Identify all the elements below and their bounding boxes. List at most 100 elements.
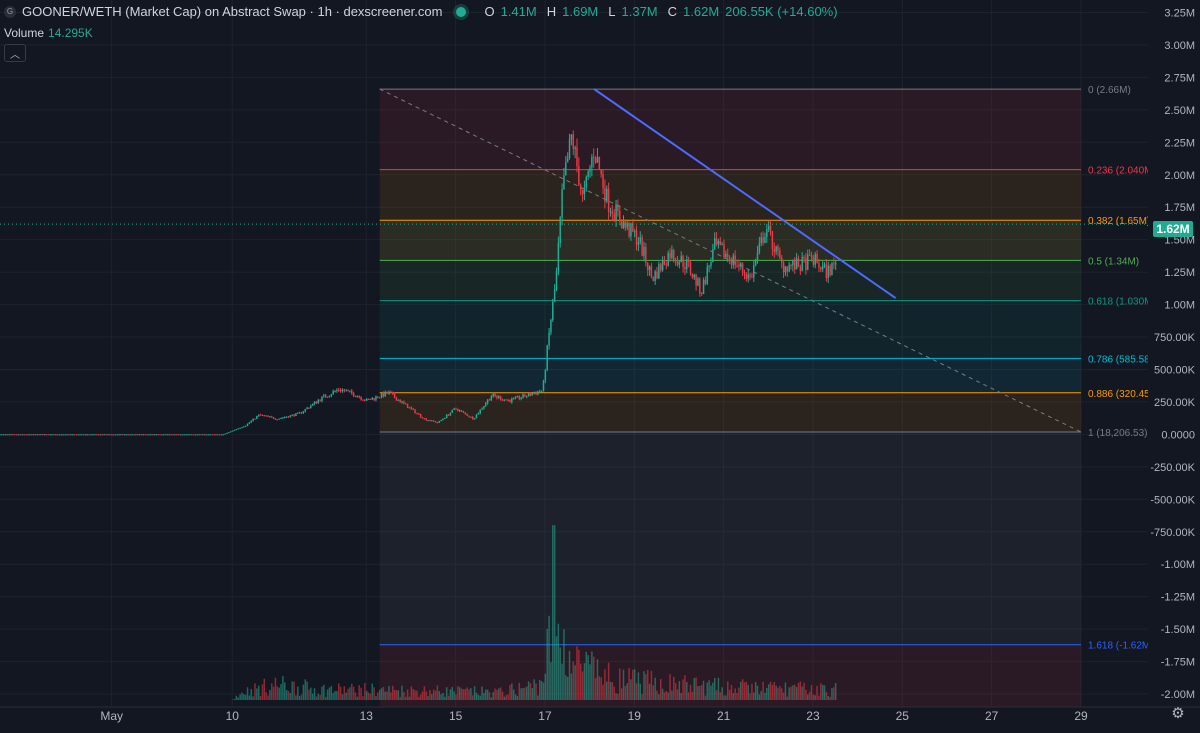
volume-bar (386, 691, 388, 700)
candle-body (382, 393, 385, 397)
volume-bar (678, 681, 681, 700)
volume-bar (771, 684, 774, 700)
volume-bar (462, 689, 465, 700)
candle-body (589, 167, 591, 172)
candle-body (0, 434, 1, 436)
candle-body (509, 400, 511, 403)
volume-bar (496, 689, 498, 700)
candle-body (321, 396, 323, 401)
volume-bar (524, 687, 526, 700)
candle-body (494, 393, 496, 397)
volume-bar (377, 692, 379, 700)
price-tick-label: 750.00K (1154, 332, 1196, 344)
candle-body (579, 185, 582, 191)
candle-body (775, 246, 777, 252)
price-tick-label: 1.25M (1164, 267, 1195, 279)
volume-bar (751, 683, 753, 700)
ohlc-close-key: C (667, 4, 678, 19)
volume-bar (529, 683, 532, 700)
volume-bar (579, 663, 582, 700)
candle-body (135, 434, 137, 436)
volume-bar (354, 692, 357, 700)
candle-body (615, 204, 617, 220)
candle-body (399, 399, 401, 403)
volume-bar (630, 679, 632, 700)
candle-body (29, 434, 31, 436)
candle-body (499, 396, 502, 400)
volume-bar (507, 694, 509, 700)
candle-body (486, 399, 489, 404)
volume-bar (760, 691, 762, 700)
volume-bar (347, 688, 349, 700)
candle-body (371, 398, 373, 400)
candle-body (457, 408, 459, 411)
volume-bar (723, 695, 725, 700)
candle-body (697, 278, 699, 286)
volume-bar (466, 687, 468, 700)
volume-bar (425, 691, 427, 700)
price-tick-label: 3.25M (1164, 7, 1195, 19)
candle-body (753, 265, 755, 278)
candle-body (525, 396, 528, 398)
candle-body (390, 391, 392, 393)
candle-body (440, 419, 442, 421)
volume-bar (786, 696, 789, 700)
candle-body (261, 415, 264, 417)
volume-bar (702, 680, 705, 700)
ohlc-high-key: H (546, 4, 557, 19)
candle-body (617, 204, 619, 211)
candle-body (181, 434, 184, 436)
candle-body (388, 391, 390, 394)
volume-bar (300, 694, 303, 700)
candle-body (780, 257, 783, 263)
candle-body (397, 399, 400, 401)
ohlc-low-value: 1.37M (621, 4, 658, 19)
chevron-up-icon[interactable]: ︿ (4, 44, 26, 62)
volume-bar (501, 691, 504, 700)
volume-bar (697, 686, 699, 700)
volume-bar (380, 688, 383, 700)
volume-bar (328, 687, 331, 700)
candle-body (453, 408, 455, 410)
candle-body (414, 409, 416, 414)
time-tick-label: 23 (806, 709, 820, 723)
volume-bar (728, 689, 731, 700)
candle-body (693, 274, 695, 278)
candle-body (438, 420, 440, 423)
volume-bar (637, 672, 640, 700)
candle-body (146, 434, 148, 436)
gear-icon[interactable]: ⚙ (1171, 705, 1185, 722)
candle-body (762, 237, 764, 243)
candle-body (632, 223, 634, 232)
fibonacci-retracement: 0 (2.66M) 0.236 (2.040M) 0.382 (1.65M) 0.5 … (379, 85, 1160, 707)
volume-bar (766, 687, 768, 700)
volume-bar (622, 669, 625, 700)
volume-bar (319, 694, 321, 700)
volume-bar (351, 683, 353, 700)
candle-body (566, 158, 569, 163)
candle-body (161, 434, 163, 436)
volume-bar (282, 676, 284, 700)
candle-body (68, 434, 70, 436)
volume-bar (423, 686, 426, 700)
candle-body (174, 434, 176, 436)
candle-body (123, 434, 126, 436)
volume-bar (695, 677, 697, 700)
candle-body (300, 412, 303, 414)
candle-body (669, 253, 671, 259)
candle-body (511, 398, 513, 403)
volume-bar (324, 696, 327, 700)
candle-body (222, 434, 225, 436)
candle-body (542, 380, 545, 391)
candle-body (36, 434, 38, 436)
candle-body (185, 434, 187, 436)
candle-body (639, 237, 642, 243)
candle-body (613, 213, 615, 220)
candle-body (673, 249, 675, 261)
candle-body (687, 259, 690, 263)
price-tick-label: 2.00M (1164, 170, 1195, 182)
candle-body (799, 267, 802, 271)
candle-body (561, 189, 563, 218)
candle-body (565, 162, 567, 176)
